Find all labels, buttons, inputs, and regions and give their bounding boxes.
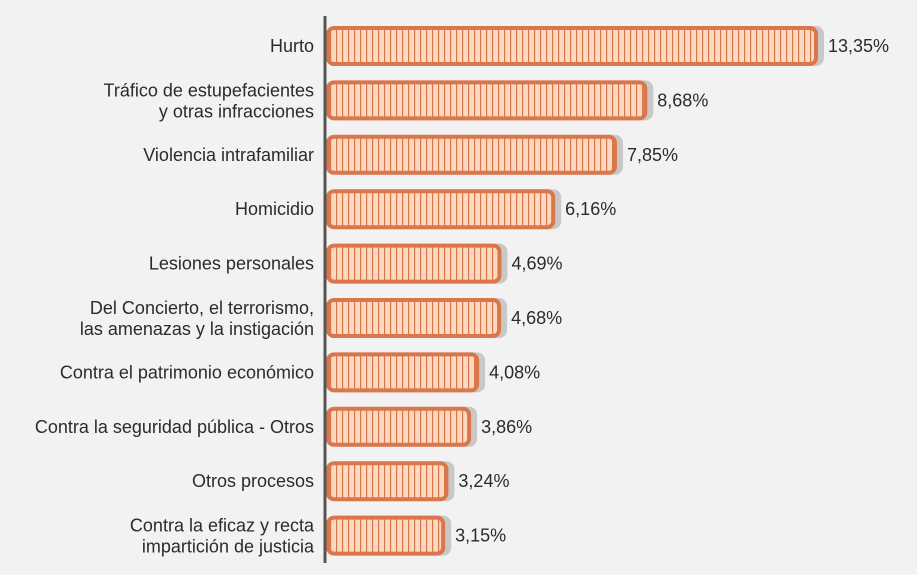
category-label: Contra el patrimonio económico xyxy=(60,362,314,382)
category-label: Homicidio xyxy=(235,199,314,219)
bar xyxy=(326,406,472,447)
value-label: 8,68% xyxy=(657,90,708,110)
value-label: 4,08% xyxy=(489,362,540,382)
value-label: 3,86% xyxy=(481,417,532,437)
category-label: Contra la seguridad pública - Otros xyxy=(35,417,314,437)
bar xyxy=(326,515,446,556)
value-label: 3,15% xyxy=(455,526,506,546)
bar xyxy=(326,134,617,175)
bar xyxy=(326,243,502,284)
bar xyxy=(326,352,480,393)
category-label: Tráfico de estupefacientes y otras infrac… xyxy=(104,80,314,121)
bar xyxy=(326,80,648,121)
value-label: 4,68% xyxy=(511,308,562,328)
bars-group xyxy=(326,26,824,556)
value-label: 13,35% xyxy=(828,36,889,56)
category-label: Violencia intrafamiliar xyxy=(143,145,314,165)
bar xyxy=(326,26,818,66)
category-label: Lesiones personales xyxy=(149,254,314,274)
category-label: Del Concierto, el terrorismo, las amenaza… xyxy=(80,298,314,339)
value-labels: 13,35% 8,68% 7,85% 6,16% 4,69% 4,68% 4,08% 3,86… xyxy=(455,36,889,546)
value-label: 4,69% xyxy=(511,254,562,274)
value-label: 6,16% xyxy=(565,199,616,219)
value-label: 7,85% xyxy=(627,145,678,165)
category-labels: Hurto Tráfico de estupefacientes y otras i… xyxy=(35,36,315,557)
bar xyxy=(326,461,449,502)
bar xyxy=(326,298,502,338)
category-label: Hurto xyxy=(270,36,314,56)
category-label: Otros procesos xyxy=(192,471,314,491)
category-label: Contra la eficaz y recta impartición de j… xyxy=(130,516,315,557)
bar xyxy=(326,189,556,230)
value-label: 3,24% xyxy=(458,471,509,491)
